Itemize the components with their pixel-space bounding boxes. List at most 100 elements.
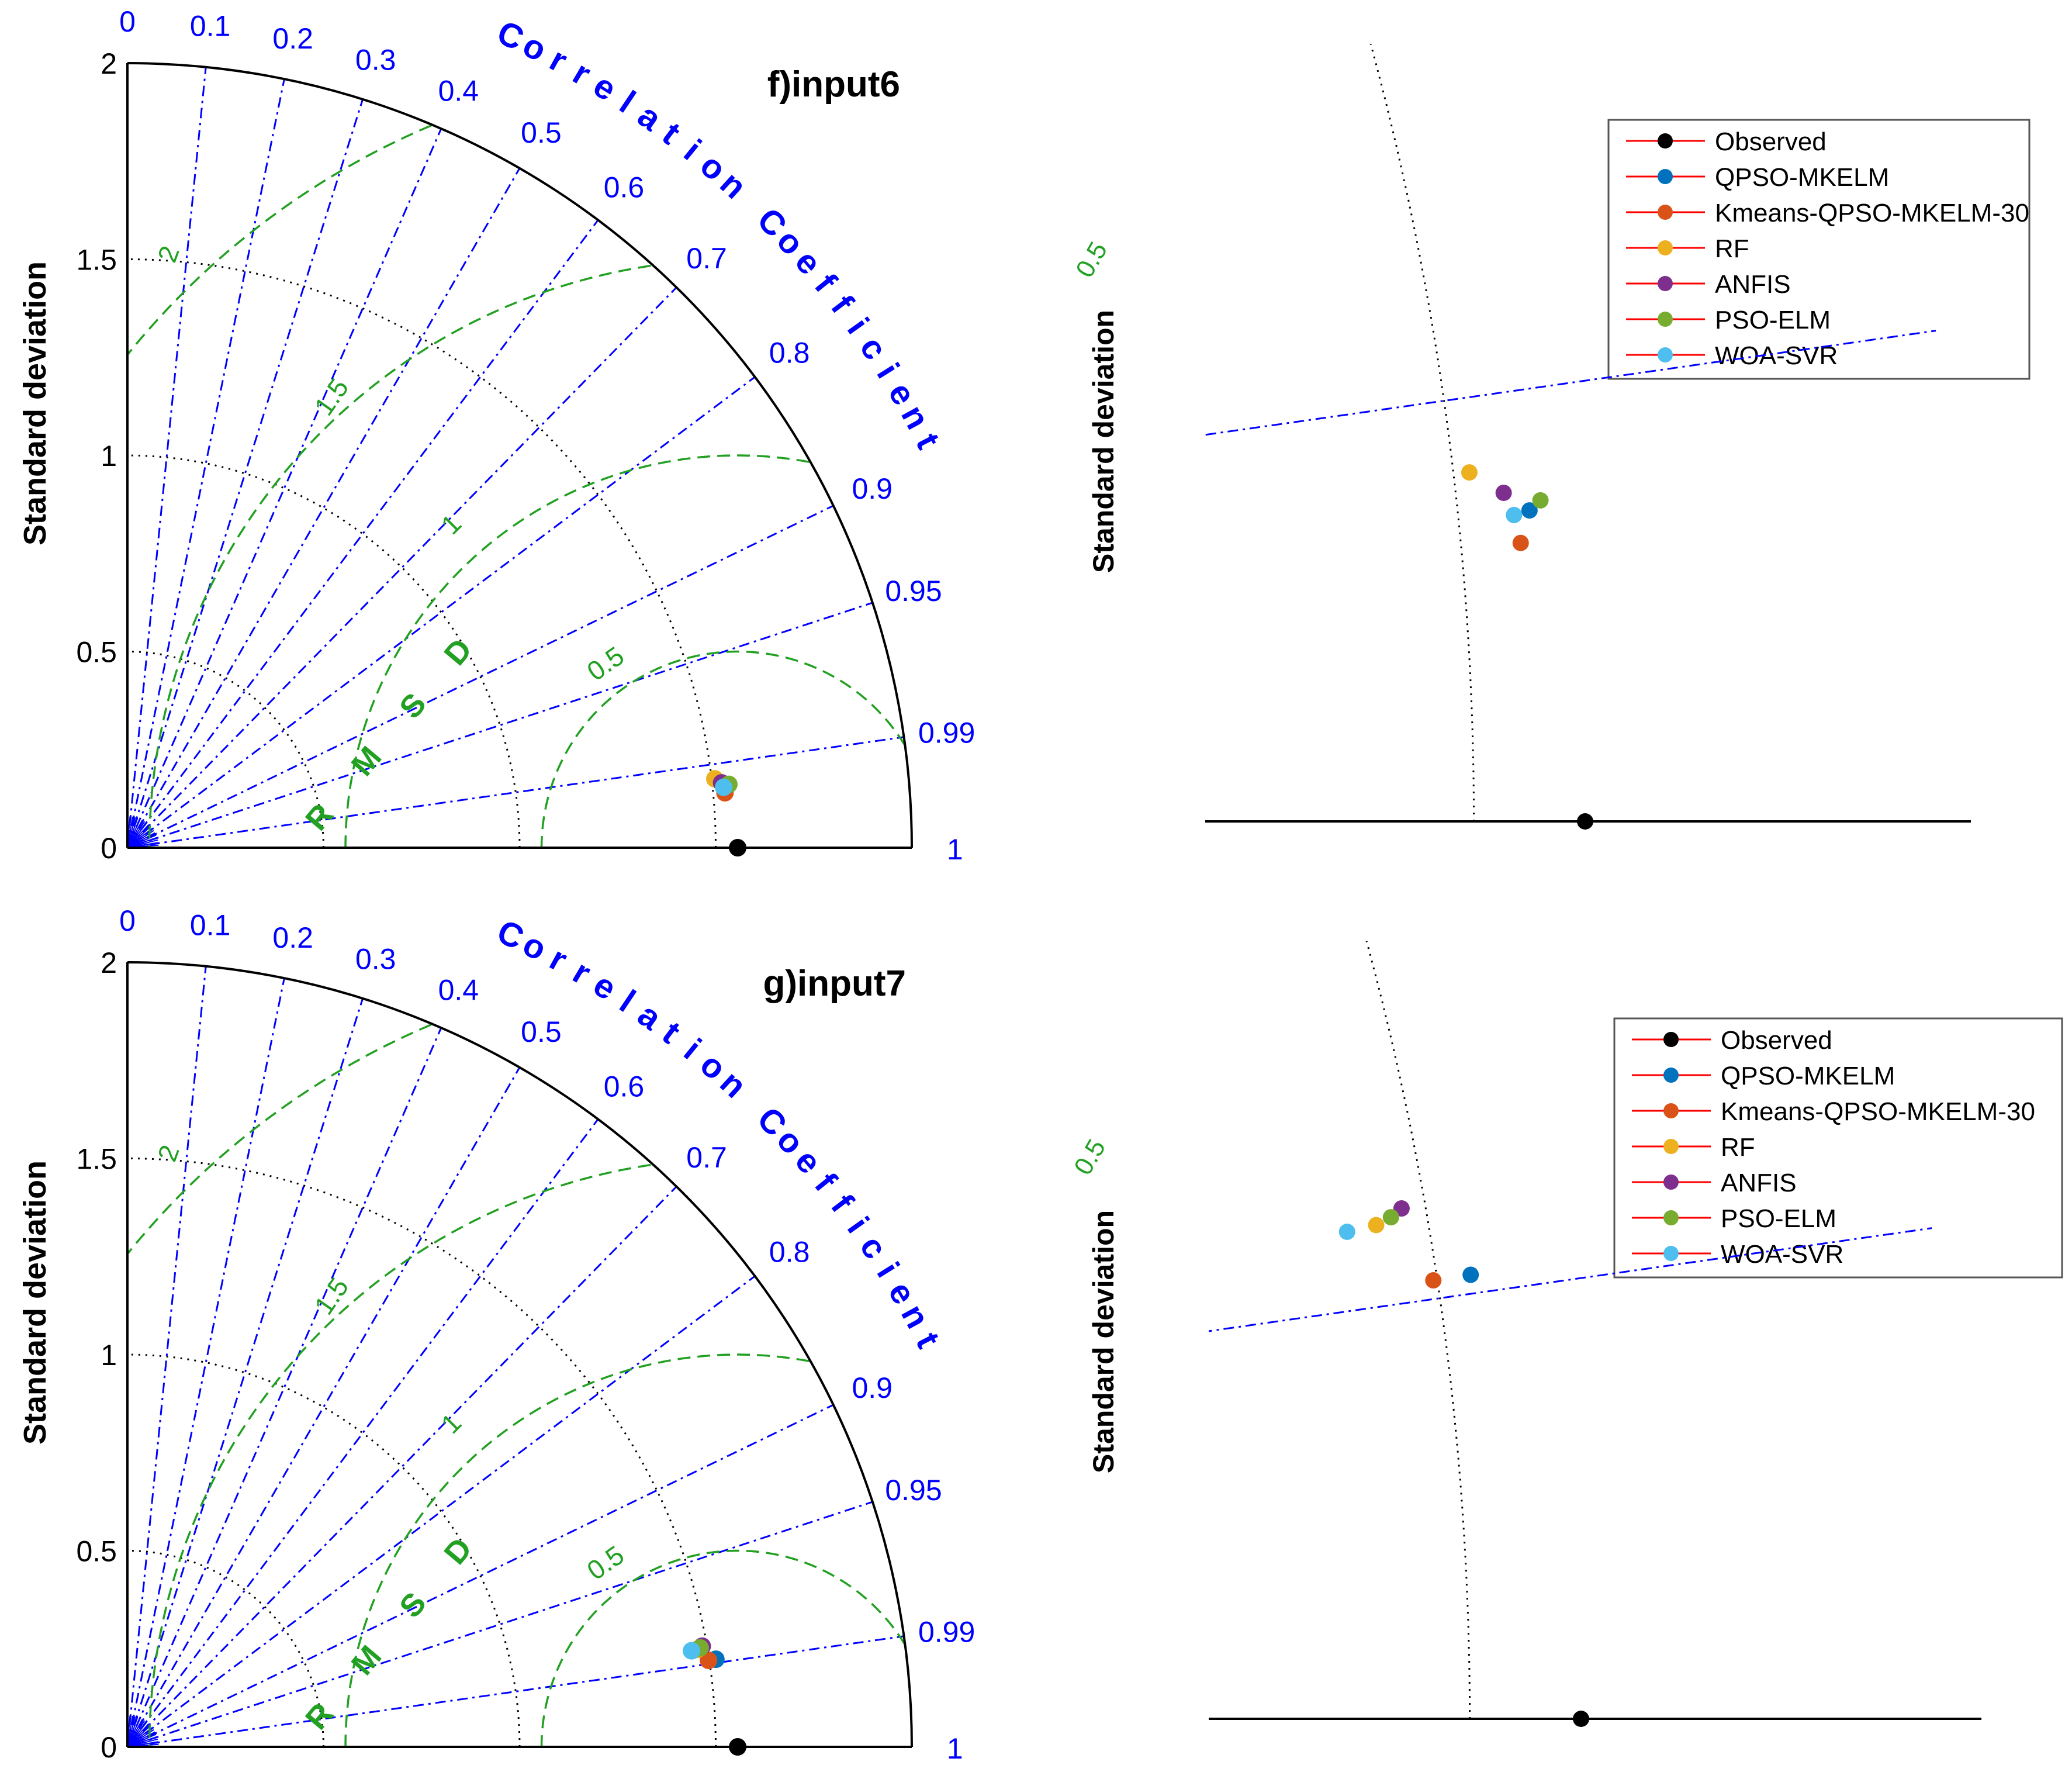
correlation-tick-label: 0.3 — [355, 942, 396, 975]
zoom-y-axis-label: Standard deviation — [1087, 310, 1120, 573]
legend-label: QPSO-MKELM — [1721, 1062, 1895, 1090]
correlation-tick-label: 0.1 — [190, 9, 231, 42]
rmsd-arc — [127, 1024, 432, 1254]
legend-label: Kmeans-QPSO-MKELM-30 — [1715, 199, 2029, 227]
std-tick-label: 1 — [101, 1339, 117, 1372]
correlation-tick-label: 0.9 — [852, 1372, 893, 1404]
correlation-ray — [126, 998, 364, 1747]
correlation-tick-label: 0.6 — [604, 1070, 645, 1103]
zoom-panel-input6: Standard deviation 0.5 ObservedQPSO-MKEL… — [1070, 44, 2031, 830]
panel-title: g)input7 — [763, 963, 907, 1004]
correlation-tick-label: 0.4 — [438, 74, 479, 107]
legend-marker — [1658, 169, 1673, 184]
rmsd-arc — [540, 650, 906, 848]
correlation-tick-label: 0 — [119, 5, 136, 38]
correlation-tick-label: 0.7 — [686, 242, 727, 275]
legend-marker — [1663, 1139, 1679, 1154]
correlation-ray — [126, 977, 285, 1747]
std-tick-label: 1 — [101, 440, 117, 472]
zoom-y-axis-label: Standard deviation — [1087, 1210, 1120, 1473]
marker-pso-elm — [1532, 492, 1549, 509]
legend-label: ANFIS — [1721, 1169, 1797, 1197]
correlation-ray — [126, 1118, 599, 1747]
correlation-tick-label: 0.2 — [272, 921, 313, 954]
correlation-tick-label: 1 — [947, 833, 963, 866]
legend-label: Observed — [1721, 1026, 1832, 1055]
outer-arc — [127, 961, 913, 1747]
rmsd-arc — [148, 264, 651, 848]
legend-box — [1613, 1017, 2063, 1279]
rmsd-arc — [127, 125, 432, 355]
correlation-tick-label: 0.8 — [769, 337, 810, 369]
correlation-ray — [126, 1027, 442, 1747]
marker-woa-svr — [715, 778, 733, 796]
correlation-ray — [127, 505, 834, 849]
marker-kmeans-qpso-mkelm-30 — [1512, 534, 1529, 551]
legend-marker — [1658, 205, 1673, 220]
correlation-ray — [1205, 330, 1936, 436]
marker-observed — [1577, 813, 1593, 830]
legend-label: RF — [1721, 1133, 1755, 1162]
marker-woa-svr — [683, 1642, 701, 1660]
correlation-ray — [126, 219, 599, 848]
std-tick-label: 2 — [101, 47, 117, 80]
legend-label: PSO-ELM — [1715, 306, 1831, 334]
legend-marker — [1658, 240, 1673, 255]
correlation-tick-label: 0.6 — [604, 171, 645, 203]
std-tick-label: 0.5 — [76, 1535, 117, 1568]
correlation-ray — [127, 1501, 873, 1748]
correlation-ray — [1209, 1227, 1932, 1332]
rmsd-arc — [148, 1163, 651, 1747]
y-axis-label: Standard deviation — [18, 1160, 53, 1445]
marker-observed — [729, 1738, 747, 1756]
marker-qpso-mkelm — [1521, 502, 1538, 519]
marker-woa-svr — [1338, 1223, 1355, 1240]
correlation-ray — [126, 78, 285, 848]
correlation-tick-label: 0.7 — [686, 1141, 727, 1174]
zoom-panel-input7: Standard deviation 0.5 ObservedQPSO-MKEL… — [1068, 941, 2063, 1727]
legend: Observed QPSO-MKELM Kmeans-QPSO-MKELM-30 RF… — [1613, 1017, 2063, 1279]
legend-marker — [1663, 1246, 1679, 1261]
correlation-ray — [126, 966, 207, 1747]
correlation-tick-label: 0.95 — [885, 1474, 942, 1507]
correlation-ray — [126, 168, 521, 848]
marker-rf — [1368, 1217, 1385, 1234]
marker-kmeans-qpso-mkelm-30 — [700, 1651, 718, 1669]
correlation-tick-label: 0.5 — [521, 1015, 562, 1048]
rmsd-arc — [344, 454, 810, 848]
rmsd-arc — [344, 1353, 810, 1747]
correlation-ray — [127, 602, 873, 849]
legend-marker — [1658, 276, 1673, 291]
correlation-ray — [126, 67, 207, 848]
legend-marker — [1663, 1175, 1679, 1190]
legend-marker — [1663, 1068, 1679, 1083]
correlation-ray — [127, 736, 904, 849]
std-dev-arc — [127, 258, 717, 848]
correlation-tick-label: 0.1 — [190, 909, 231, 941]
legend-label: PSO-ELM — [1721, 1204, 1836, 1233]
marker-kmeans-qpso-mkelm-30 — [1425, 1272, 1442, 1289]
correlation-ray — [126, 1067, 521, 1747]
correlation-tick-label: 0.5 — [521, 116, 562, 149]
legend-label: WOA-SVR — [1715, 341, 1838, 370]
y-axis-label: Standard deviation — [18, 261, 53, 545]
std-tick-label: 0 — [101, 1731, 117, 1764]
marker-observed — [729, 839, 747, 856]
correlation-tick-label: 1 — [947, 1732, 963, 1765]
correlation-ray — [127, 1404, 834, 1748]
legend-label: RF — [1715, 234, 1749, 263]
marker-woa-svr — [1506, 506, 1523, 523]
legend-label: Observed — [1715, 127, 1827, 156]
correlation-tick-label: 0.99 — [918, 1615, 975, 1648]
legend-marker — [1663, 1210, 1679, 1225]
correlation-ray — [126, 128, 442, 848]
std-tick-label: 1.5 — [76, 244, 117, 277]
correlation-tick-label: 0.95 — [885, 575, 942, 607]
panel-title: f)input6 — [767, 64, 900, 105]
outer-arc — [127, 62, 913, 848]
legend-label: ANFIS — [1715, 270, 1791, 299]
rmsd-arc — [540, 1549, 906, 1747]
legend-box — [1607, 119, 2031, 380]
legend-label: QPSO-MKELM — [1715, 163, 1889, 192]
